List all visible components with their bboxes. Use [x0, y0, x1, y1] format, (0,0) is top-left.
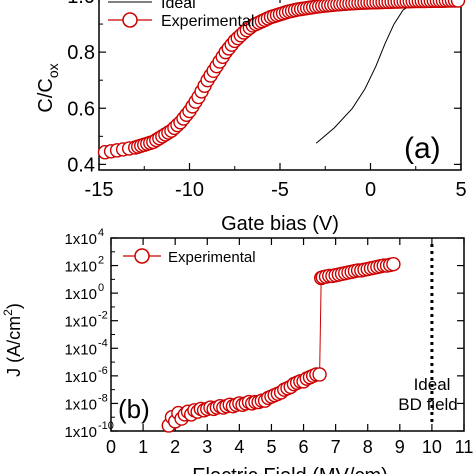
x-tick-label: 11 [455, 437, 474, 457]
y-tick-exponent: 0 [98, 282, 104, 294]
panel-a-legend: Ideal Experimental [108, 0, 254, 30]
panel-b-ticks [110, 237, 465, 432]
y-tick-exponent: 2 [98, 255, 104, 267]
annotation-bd-field: BD field [398, 395, 458, 414]
y-tick-exponent: -2 [98, 310, 108, 322]
legend-b-experimental-label: Experimental [168, 249, 256, 266]
x-tick-label: 10 [422, 437, 442, 457]
y-tick-label: 1x10 [64, 286, 97, 303]
panel-b-y-axis-label: J (A/cm2) [1, 303, 24, 377]
y-tick-label: 1x10 [64, 259, 97, 276]
y-tick-exponent: 4 [98, 227, 104, 239]
x-tick-label: 5 [266, 437, 276, 457]
y-tick-label: 0.6 [67, 98, 95, 120]
panel-a-label: (a) [404, 132, 441, 165]
experimental-point [312, 367, 327, 382]
panel-b-y-axis-main: J (A/cm [4, 316, 24, 377]
x-tick-label: 5 [455, 179, 466, 201]
y-tick-exponent: -10 [98, 420, 114, 432]
x-tick-label: 8 [363, 437, 373, 457]
x-tick-label: 0 [365, 179, 376, 201]
x-tick-label: -5 [271, 179, 289, 201]
y-tick-label: 1x10 [64, 424, 97, 441]
panel-b-x-tick-labels: 0 1 2 3 4 5 6 7 8 9 10 11 [106, 437, 473, 457]
y-tick-label: 1.0 [67, 0, 95, 8]
x-tick-label: 7 [331, 437, 341, 457]
x-tick-label: 9 [395, 437, 405, 457]
panel-a-x-axis-label: Gate bias (V) [221, 213, 339, 235]
panel-b-label: (b) [118, 394, 150, 424]
panel-a: 0.4 0.6 0.8 1.0 -15 -10 -5 0 5 (a) Gate bias (V… [35, 0, 467, 235]
legend-ideal-label: Ideal [161, 0, 196, 12]
x-tick-label: 6 [299, 437, 309, 457]
panel-b-legend: Experimental [123, 248, 256, 266]
panel-b-y-axis-superscript: 2 [1, 309, 15, 316]
x-tick-label: -10 [175, 179, 204, 201]
experimental-line [168, 263, 394, 426]
y-tick-exponent: -8 [98, 392, 108, 404]
x-tick-label: 3 [202, 437, 212, 457]
x-tick-label: -15 [85, 179, 114, 201]
legend-b-experimental-marker [134, 248, 150, 264]
x-tick-label: 1 [138, 437, 148, 457]
legend-experimental-marker [122, 12, 138, 28]
panel-a-ticks [98, 0, 462, 170]
y-tick-exponent: -4 [98, 337, 108, 349]
y-tick-exponent: -6 [98, 365, 108, 377]
y-tick-label: 0.8 [67, 42, 95, 64]
x-tick-label: 0 [106, 437, 116, 457]
y-tick-label: 1x10 [64, 396, 97, 413]
panel-a-y-tick-labels: 0.4 0.6 0.8 1.0 [67, 0, 95, 176]
panel-a-y-axis-subscript: ox [45, 63, 61, 78]
y-tick-label: 0.4 [67, 154, 95, 176]
panel-a-series [97, 0, 466, 160]
y-tick-label: 1x10 [64, 341, 97, 358]
y-tick-label: 1x10 [64, 314, 97, 331]
experimental-line [98, 0, 461, 154]
panel-a-y-axis-label: C/Cox [35, 63, 61, 112]
experimental-point [450, 0, 466, 8]
panel-b-y-axis-close: ) [4, 303, 24, 309]
x-tick-label: 2 [170, 437, 180, 457]
panel-a-x-tick-labels: -15 -10 -5 0 5 [85, 179, 467, 201]
y-tick-label: 1x10 [64, 231, 97, 248]
legend-experimental-label: Experimental [161, 13, 254, 30]
panel-b-series [161, 256, 401, 433]
panel-b-x-axis-label: Electric Field (MV/cm) [192, 465, 388, 474]
experimental-point [386, 256, 401, 272]
y-tick-label: 1x10 [64, 369, 97, 386]
x-tick-label: 4 [234, 437, 244, 457]
annotation-ideal: Ideal [414, 375, 451, 394]
panel-a-y-axis-main: C/C [35, 78, 57, 112]
ideal-line [315, 2, 461, 144]
